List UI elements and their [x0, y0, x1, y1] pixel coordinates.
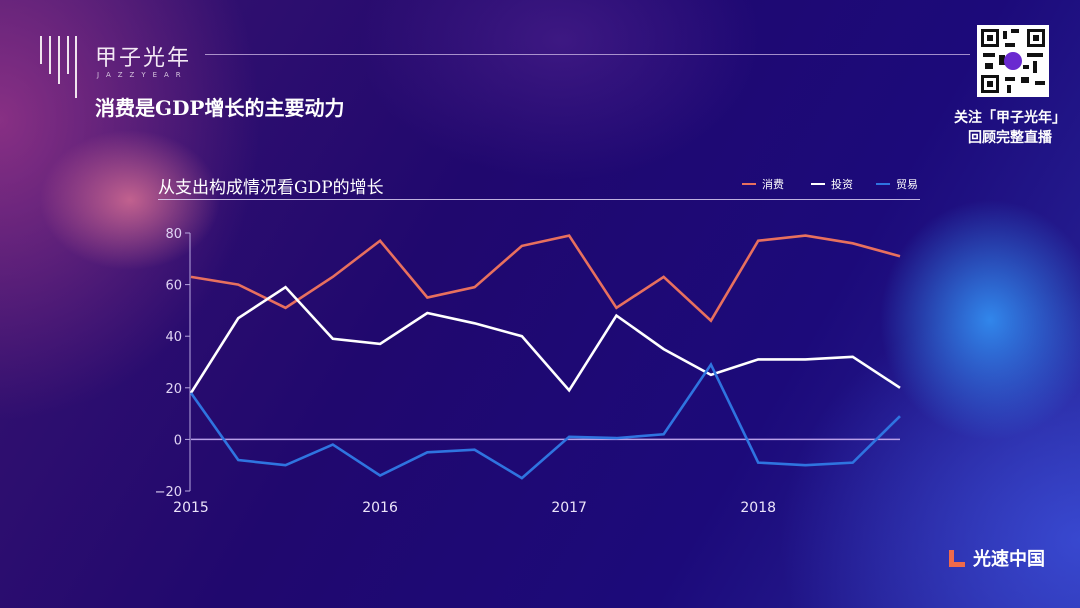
legend-item-consumption: 消费	[742, 176, 784, 192]
qr-code	[977, 25, 1049, 97]
chart-title: 从支出构成情况看GDP的增长	[158, 178, 384, 198]
header-divider	[205, 54, 970, 55]
legend-item-investment: 投资	[811, 176, 853, 192]
y-tick-label: −20	[155, 485, 182, 500]
legend-swatch	[876, 183, 890, 185]
y-tick-label: 20	[165, 382, 182, 397]
y-tick-label: 80	[165, 227, 182, 242]
qr-caption-line2: 回顾完整直播	[968, 130, 1052, 146]
slide-title: 消费是GDP增长的主要动力	[95, 96, 345, 120]
y-tick-label: 0	[174, 433, 182, 448]
legend-swatch	[811, 183, 825, 185]
series-line-1	[189, 285, 901, 394]
qr-caption-line1: 关注「甲子光年」	[954, 110, 1066, 126]
footer-logo: 光速中国	[947, 545, 1045, 571]
footer-logo-text: 光速中国	[973, 549, 1045, 570]
legend-label: 贸易	[896, 178, 918, 191]
y-tick-label: 40	[165, 330, 182, 345]
x-tick-label: 2016	[362, 500, 398, 516]
brand-name-en: JAZZYEAR	[97, 71, 188, 79]
x-tick-label: 2015	[173, 500, 209, 516]
chart-title-divider	[158, 199, 920, 200]
series-line-0	[190, 234, 901, 323]
series-line-2	[189, 361, 901, 480]
legend-item-trade: 贸易	[876, 176, 918, 192]
legend-label: 消费	[762, 178, 784, 191]
legend-label: 投资	[831, 178, 853, 191]
brand-name: 甲子光年	[95, 46, 192, 71]
qr-caption: 关注「甲子光年」 回顾完整直播	[945, 108, 1075, 148]
y-tick-label: 60	[165, 279, 182, 294]
x-tick-label: 2017	[551, 500, 587, 516]
legend-swatch	[742, 183, 756, 185]
x-tick-label: 2018	[740, 500, 776, 516]
lightspeed-logo-icon	[949, 550, 965, 567]
jazzyear-logo-icon	[40, 36, 77, 98]
